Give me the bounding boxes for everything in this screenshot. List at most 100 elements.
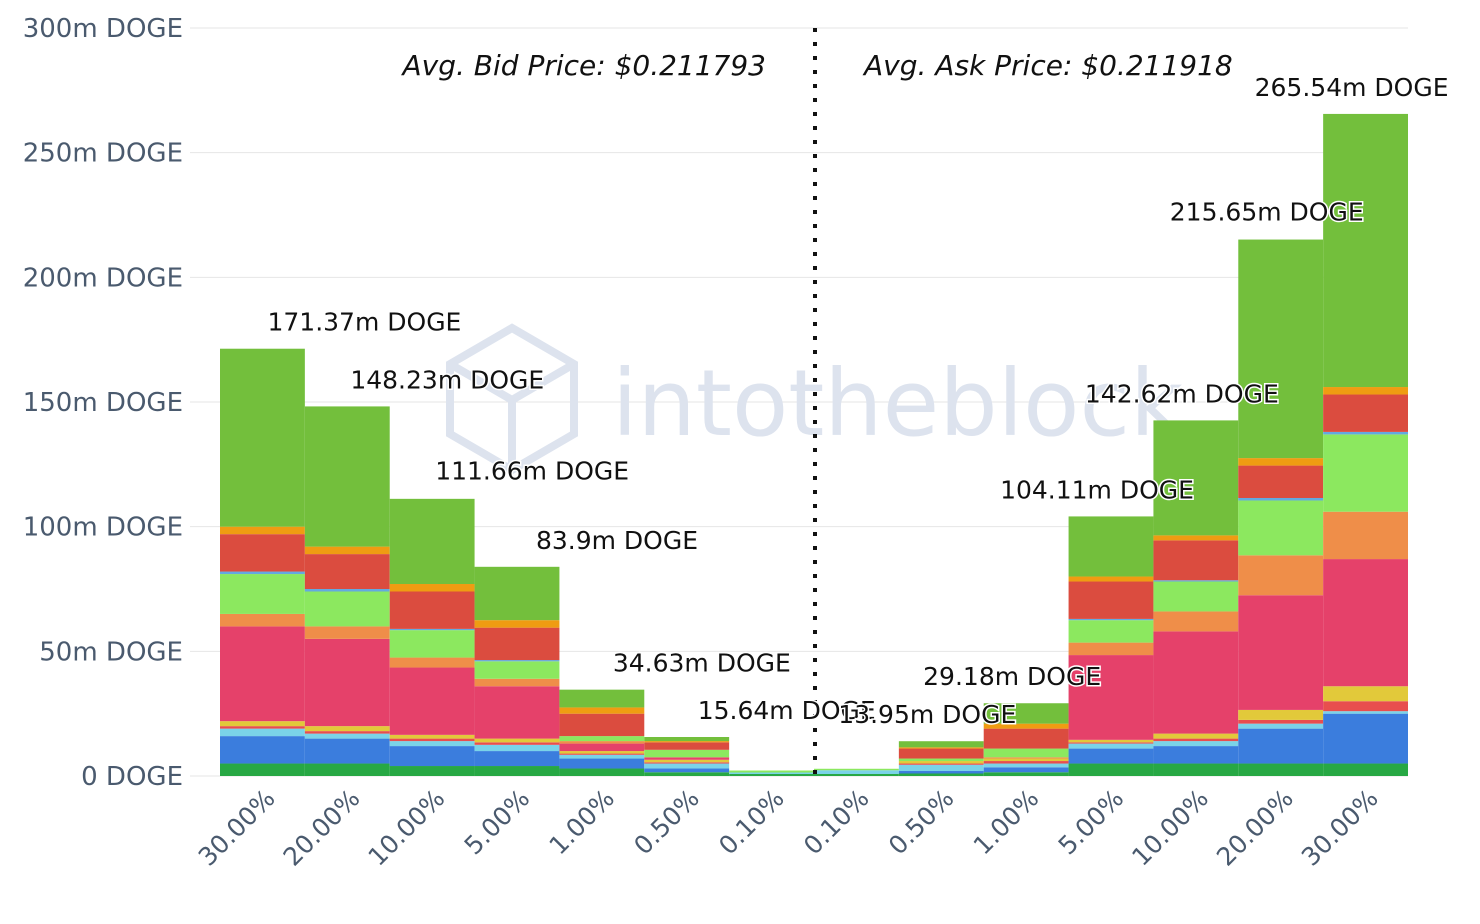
- bar-segment: [644, 741, 730, 743]
- bar-total-label: 13.95m DOGE: [838, 700, 1016, 729]
- bar-segment: [220, 721, 305, 727]
- bar-segment: [983, 757, 1069, 759]
- y-tick-label: 0 DOGE: [81, 762, 183, 792]
- bar-segment: [220, 613, 305, 627]
- bar-segment: [389, 734, 475, 739]
- bar-segment: [644, 763, 730, 769]
- bar-segment: [389, 766, 475, 776]
- bar-total-label: 29.18m DOGE: [923, 662, 1101, 691]
- bar-segment: [729, 770, 814, 773]
- bar-total-label: 111.66m DOGE: [435, 457, 629, 486]
- bar-segment: [304, 733, 390, 739]
- bar-segment: [983, 767, 1069, 773]
- bar-segment: [304, 738, 390, 764]
- bar-segment: [644, 762, 730, 764]
- bar-segment: [1323, 394, 1408, 432]
- x-tick-label: 5.00%: [459, 784, 536, 861]
- x-tick-label: 1.00%: [543, 784, 620, 861]
- bar-segment: [559, 754, 645, 759]
- bar-segment: [1323, 686, 1408, 702]
- x-tick-label: 5.00%: [1053, 784, 1130, 861]
- y-axis-ticks: 0 DOGE 50m DOGE 100m DOGE 150m DOGE 200m DOG…: [23, 14, 183, 792]
- bar-segment: [1153, 581, 1239, 612]
- bar-segment: [389, 746, 475, 767]
- bar-segment: [644, 759, 730, 763]
- y-tick-label: 50m DOGE: [39, 637, 183, 667]
- bar-segment: [983, 728, 1069, 749]
- bar-segment: [220, 626, 305, 722]
- bar-segment: [1238, 497, 1324, 501]
- y-tick-label: 250m DOGE: [23, 139, 183, 169]
- bar-segment: [1068, 748, 1154, 764]
- bar-segment: [220, 574, 305, 614]
- x-tick-label: 0.10%: [713, 784, 790, 861]
- bar-segment: [1238, 555, 1324, 596]
- x-tick-label: 10.00%: [1126, 784, 1214, 872]
- bar-segment: [220, 726, 305, 729]
- bar-segment: [389, 591, 475, 629]
- bar-segment: [898, 761, 984, 764]
- bar-segment: [1068, 620, 1154, 643]
- bar-segment: [898, 758, 984, 762]
- bar-segment: [1068, 618, 1154, 621]
- bar-segment: [983, 761, 1069, 764]
- bar-segment: [1153, 738, 1239, 742]
- bar-segment: [814, 770, 899, 775]
- bar-segment: [898, 764, 984, 772]
- bar-segment: [983, 748, 1069, 758]
- bar-segment: [1068, 581, 1154, 619]
- bar-segment: [220, 571, 305, 575]
- bar-segment: [389, 584, 475, 592]
- bar-segment: [1068, 739, 1154, 743]
- bar-segment: [1238, 465, 1324, 498]
- watermark-logo-icon: [446, 323, 578, 475]
- bar-segment: [1238, 239, 1324, 459]
- bar-segment: [898, 773, 984, 776]
- y-tick-label: 150m DOGE: [23, 388, 183, 418]
- x-tick-label: 30.00%: [1296, 784, 1384, 872]
- bar-total-label: 171.37m DOGE: [267, 308, 461, 337]
- bar-segment: [304, 638, 390, 727]
- bar-segment: [1323, 711, 1408, 714]
- bar-segment: [559, 758, 645, 769]
- y-tick-label: 300m DOGE: [23, 14, 183, 44]
- bar-segment: [1323, 763, 1408, 776]
- bar-segment: [559, 689, 645, 708]
- x-tick-label: 0.50%: [883, 784, 960, 861]
- avg-ask-price-label: Avg. Ask Price: $0.211918: [862, 49, 1233, 82]
- bar-segment: [1238, 458, 1324, 466]
- bar-segment: [1323, 713, 1408, 764]
- bar-segment: [644, 772, 730, 776]
- bar-segment: [1238, 728, 1324, 764]
- bar-segment: [983, 763, 1069, 768]
- bar-segment: [474, 744, 560, 752]
- watermark-text: intotheblock: [612, 350, 1184, 457]
- bar-segment: [559, 736, 645, 742]
- bar-segment: [644, 757, 730, 760]
- bars: [220, 113, 1408, 776]
- bar-segment: [220, 348, 305, 527]
- x-tick-label: 20.00%: [1211, 784, 1299, 872]
- bar-segment: [474, 738, 560, 743]
- bar-segment: [559, 743, 645, 752]
- bar-segment: [898, 748, 984, 759]
- bar-segment: [559, 768, 645, 776]
- bar-segment: [389, 630, 475, 658]
- bar-segment: [474, 566, 560, 621]
- bar-segment: [1238, 595, 1324, 710]
- bar-segment: [220, 534, 305, 572]
- bar-total-label: 148.23m DOGE: [350, 365, 544, 394]
- bar-total-label: 265.54m DOGE: [1255, 73, 1449, 102]
- bar-segment: [559, 741, 645, 744]
- bar-segment: [1153, 611, 1239, 632]
- bar-segment: [1323, 434, 1408, 512]
- bar-segment: [389, 667, 475, 735]
- bar-total-label: 215.65m DOGE: [1170, 197, 1364, 226]
- bar-segment: [1323, 387, 1408, 395]
- bar-segment: [474, 678, 560, 687]
- bar-segment: [304, 554, 390, 589]
- bar-segment: [1153, 741, 1239, 747]
- bar-segment: [1068, 655, 1154, 740]
- bar-segment: [389, 741, 475, 747]
